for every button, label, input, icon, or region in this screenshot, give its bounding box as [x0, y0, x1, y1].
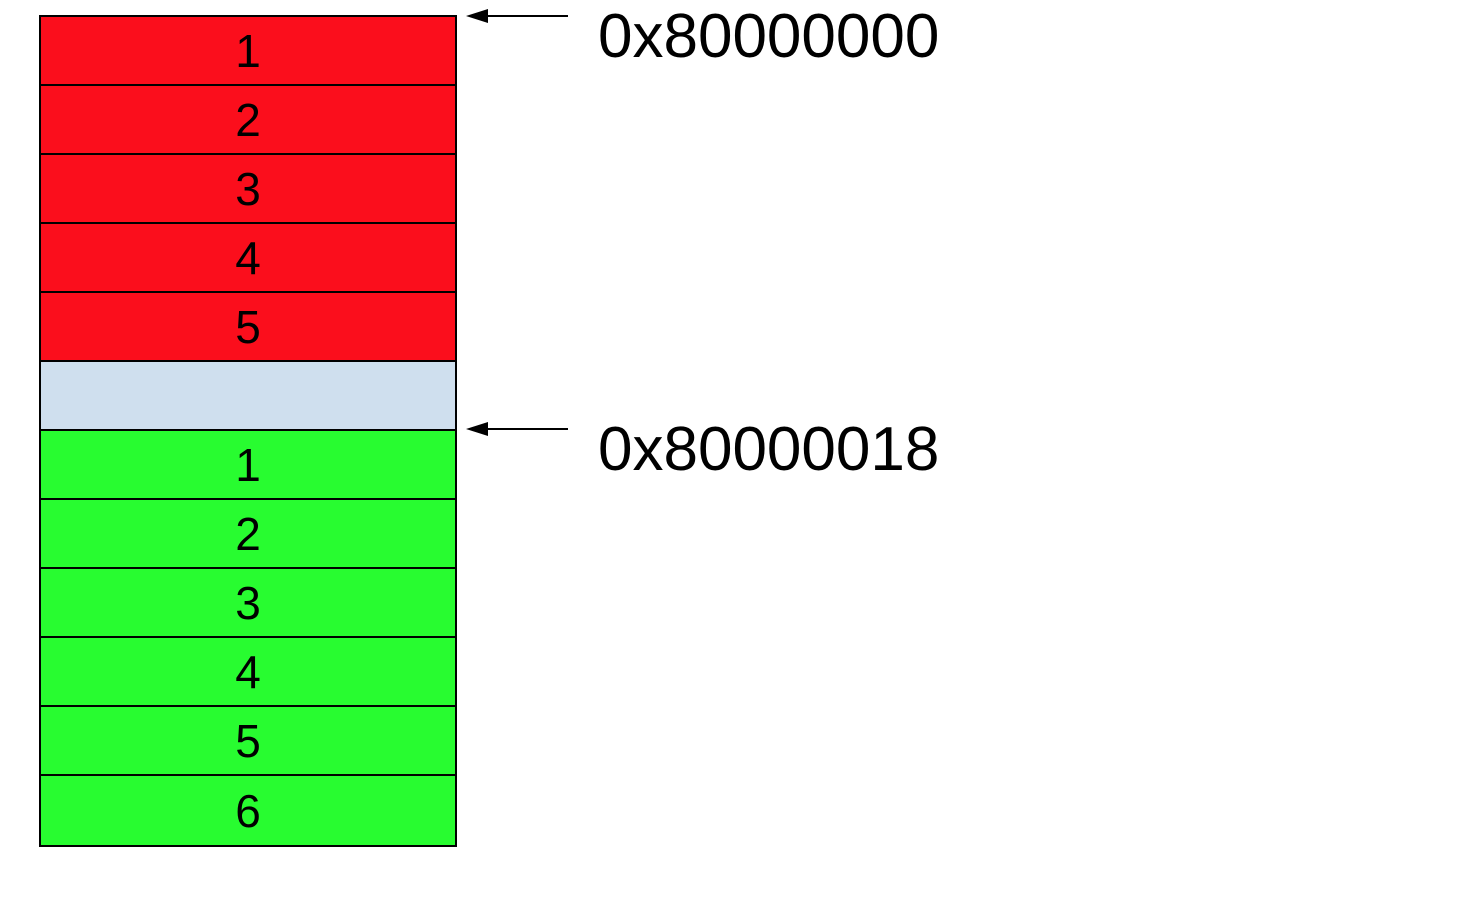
memory-cell: 1: [41, 17, 455, 86]
address-label-start: 0x80000000: [598, 6, 939, 68]
memory-cell: 5: [41, 707, 455, 776]
memory-cell: 4: [41, 224, 455, 293]
memory-cell: 3: [41, 155, 455, 224]
arrow-left-icon: [466, 419, 568, 439]
memory-cell: 4: [41, 638, 455, 707]
memory-stack: 1 2 3 4 5 1 2 3 4 5 6: [39, 15, 457, 847]
memory-cell: 6: [41, 776, 455, 845]
address-label-second: 0x80000018: [598, 419, 939, 481]
memory-cell: 1: [41, 431, 455, 500]
memory-cell: 5: [41, 293, 455, 362]
padding-cell: [41, 362, 455, 431]
memory-cell: 3: [41, 569, 455, 638]
memory-cell: 2: [41, 500, 455, 569]
memory-cell: 2: [41, 86, 455, 155]
arrow-left-icon: [466, 6, 568, 26]
